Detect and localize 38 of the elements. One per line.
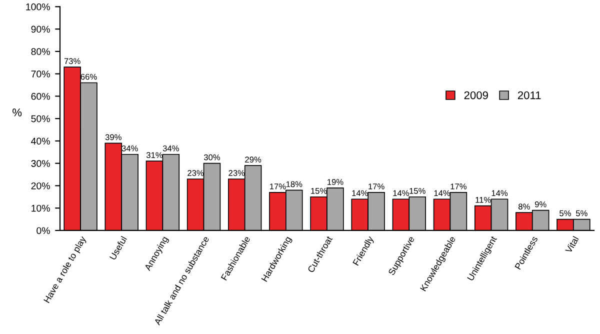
data-label: 15% [410,188,426,194]
data-label: 34% [162,145,179,152]
data-label: 39% [105,134,122,140]
data-label: 9% [534,201,546,208]
data-label: 73% [64,58,80,64]
y-tick-label: 50% [31,115,50,122]
data-label: 34% [122,145,138,152]
data-label: 14% [352,190,368,196]
data-label: 18% [286,181,302,188]
data-label: 5% [560,210,571,216]
data-label: 17% [270,184,286,190]
data-label: 17% [368,184,384,190]
data-label: 29% [245,156,262,163]
data-label: 17% [450,184,466,190]
y-tick-label: 100% [26,3,50,10]
data-label: 23% [228,170,245,176]
data-label: 14% [434,190,450,196]
data-label: 30% [204,154,220,160]
y-tick-label: 70% [31,70,50,78]
y-tick-label: 10% [32,204,50,212]
y-tick-label: 20% [31,182,50,190]
data-label: 8% [518,204,530,210]
y-tick-label: 40% [31,138,50,145]
y-axis-title: % [12,108,22,116]
data-label: 11% [476,196,491,203]
data-label: 19% [328,179,344,185]
data-label: 31% [146,152,163,158]
y-tick-label: 90% [31,26,50,33]
data-label: 14% [393,190,409,196]
y-tick-label: 30% [31,160,50,167]
data-label: 5% [576,210,588,216]
legend-label: 2009 [464,91,488,100]
data-label: 23% [188,170,204,176]
data-label: 14% [492,190,508,196]
legend-label: 2011 [518,91,541,100]
y-tick-label: 80% [31,48,50,56]
y-tick-label: 60% [31,92,50,100]
y-tick-label: 0% [36,227,50,234]
